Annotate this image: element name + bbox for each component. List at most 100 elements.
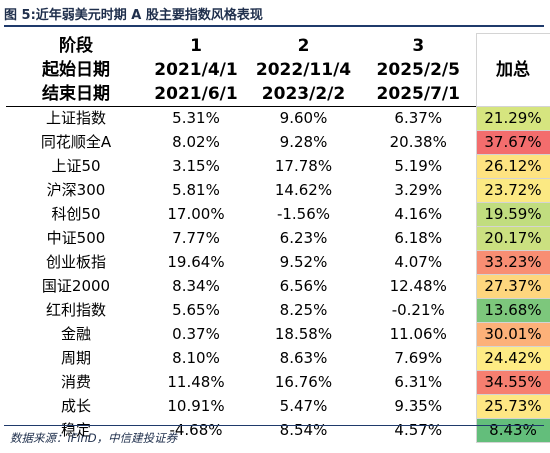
stage-1-return: 7.77% [172,228,220,247]
start-date-1: 2021/4/1 [154,59,238,80]
stage-3-return: 6.37% [361,105,476,130]
index-name: 红利指数 [45,300,106,319]
total-return: 24.42% [475,345,550,371]
stage-2-return: 9.52% [279,252,328,271]
total-return: 20.17% [475,225,550,251]
index-name: 金融 [60,324,91,343]
header-row-end-date: 结束日期 2021/6/1 2023/2/2 2025/7/1 [6,82,550,107]
table-row: 国证2000 8.34% 6.56% 12.48% 27.37% [6,273,550,299]
stage-3-return: 6.31% [394,372,443,391]
stage-3-return: 4.16% [394,204,443,223]
stage-2-return: 5.47% [279,396,328,415]
end-date-2: 2023/2/2 [261,83,346,104]
table-row: 科创50 17.00% -1.56% 4.16% 19.59% [6,201,550,227]
header-stage-1: 1 [190,35,202,56]
stage-3-return: 5.19% [394,156,443,175]
stage-2-return: 16.76% [274,372,333,391]
stage-3-return: 7.69% [394,348,443,367]
table-row: 金融 0.37% 18.58% 11.06% 30.01% [6,321,550,347]
bottom-divider [4,425,544,426]
title-divider [4,25,544,27]
stage-1-return: 8.10% [172,348,220,367]
total-return: 37.67% [475,129,550,155]
stage-3-return: 4.57% [394,420,443,439]
stage-2-return: 9.28% [279,132,328,151]
table-row: 中证500 7.77% 6.23% 6.18% 20.17% [6,225,550,251]
total-return: 27.37% [475,273,550,299]
stage-1-return: 19.64% [167,252,225,271]
end-date-3: 2025/7/1 [376,83,460,104]
stage-1-return: 5.65% [172,300,220,319]
total-return: 13.68% [475,297,550,323]
header-stage-3: 3 [412,35,425,56]
table-row: 沪深300 5.81% 14.62% 3.29% 23.72% [6,177,550,203]
header-stage-2: 2 [297,35,310,56]
stage-3-return: 20.38% [389,132,447,151]
table-row: 消费 11.48% 16.76% 6.31% 34.55% [6,369,550,395]
stage-3-return: 6.18% [394,228,443,247]
stage-2-return: 8.54% [279,420,328,439]
stage-3-return: 4.07% [394,252,443,271]
table-row: 同花顺全A 8.02% 9.28% 20.38% 37.67% [6,129,550,155]
total-return: 30.01% [475,321,550,347]
index-name: 消费 [60,372,91,391]
stage-1-return: 0.37% [172,324,220,343]
stage-1-return: 8.02% [172,132,220,151]
stage-2-return: 9.60% [246,105,361,130]
total-return: 34.55% [475,369,550,395]
table-row: 红利指数 5.65% 8.25% -0.21% 13.68% [6,297,550,323]
total-return: 23.72% [475,177,550,203]
stage-1-return: 10.91% [167,396,225,415]
stage-1-return: 8.34% [172,276,220,295]
header-total: 加总 [475,33,550,107]
stage-1-return: 3.15% [172,156,220,175]
stage-3-return: 11.06% [389,324,447,343]
stage-2-return: 8.63% [279,348,328,367]
stage-2-return: 18.58% [274,324,333,343]
header-label-start-date: 起始日期 [42,59,110,80]
index-name: 上证指数 [6,105,146,130]
header-row-start-date: 起始日期 2021/4/1 2022/11/4 2025/2/5 [6,58,550,82]
stage-2-return: 6.23% [279,228,328,247]
start-date-2: 2022/11/4 [255,59,352,80]
stage-1-return: 11.48% [167,372,225,391]
stage-2-return: -1.56% [276,204,331,223]
table-body: 上证指数 5.31% 9.60% 6.37% 21.29% 同花顺全A 8.02% 9.28%… [6,105,550,443]
index-name: 创业板指 [45,252,106,271]
stage-1-return: 17.00% [167,204,225,223]
total-return: 8.43% [475,417,550,443]
table-row: 上证50 3.15% 17.78% 5.19% 26.12% [6,153,550,179]
index-name: 沪深300 [46,180,106,199]
start-date-3: 2025/2/5 [376,59,460,80]
style-performance-table: 阶段 1 2 3 加总 起始日期 2021/4/1 2022/11/4 2025… [6,33,550,443]
header-row-stage: 阶段 1 2 3 加总 [6,33,550,107]
stage-3-return: 9.35% [394,396,443,415]
stage-3-return: -0.21% [391,300,445,319]
figure-title: 图 5:近年弱美元时期 A 股主要指数风格表现 [4,8,263,23]
total-return: 19.59% [475,201,550,227]
table-row: 周期 8.10% 8.63% 7.69% 24.42% [6,345,550,371]
index-name: 周期 [60,348,91,367]
table-row: 创业板指 19.64% 9.52% 4.07% 33.23% [6,249,550,275]
table-row: 成长 10.91% 5.47% 9.35% 25.73% [6,393,550,419]
table-row: 上证指数 5.31% 9.60% 6.37% 21.29% [6,105,550,131]
index-name: 上证50 [51,156,101,175]
stage-1-return: 5.31% [146,105,246,130]
total-return: 26.12% [475,153,550,179]
stage-3-return: 12.48% [389,276,447,295]
total-return: 33.23% [475,249,550,275]
total-return: 25.73% [475,393,550,419]
end-date-1: 2021/6/1 [154,83,238,104]
stage-2-return: 6.56% [279,276,328,295]
source-note: 数据来源：iFinD，中信建投证券 [10,431,178,445]
index-name: 同花顺全A [40,132,112,151]
total-return: 21.29% [475,105,550,131]
stage-1-return: 5.81% [172,180,220,199]
index-name: 科创50 [51,204,101,223]
header-label-stage: 阶段 [59,35,93,56]
stage-2-return: 8.25% [279,300,328,319]
stage-2-return: 14.62% [274,180,333,199]
header-label-end-date: 结束日期 [42,83,110,104]
index-name: 成长 [60,396,91,415]
stage-3-return: 3.29% [394,180,443,199]
